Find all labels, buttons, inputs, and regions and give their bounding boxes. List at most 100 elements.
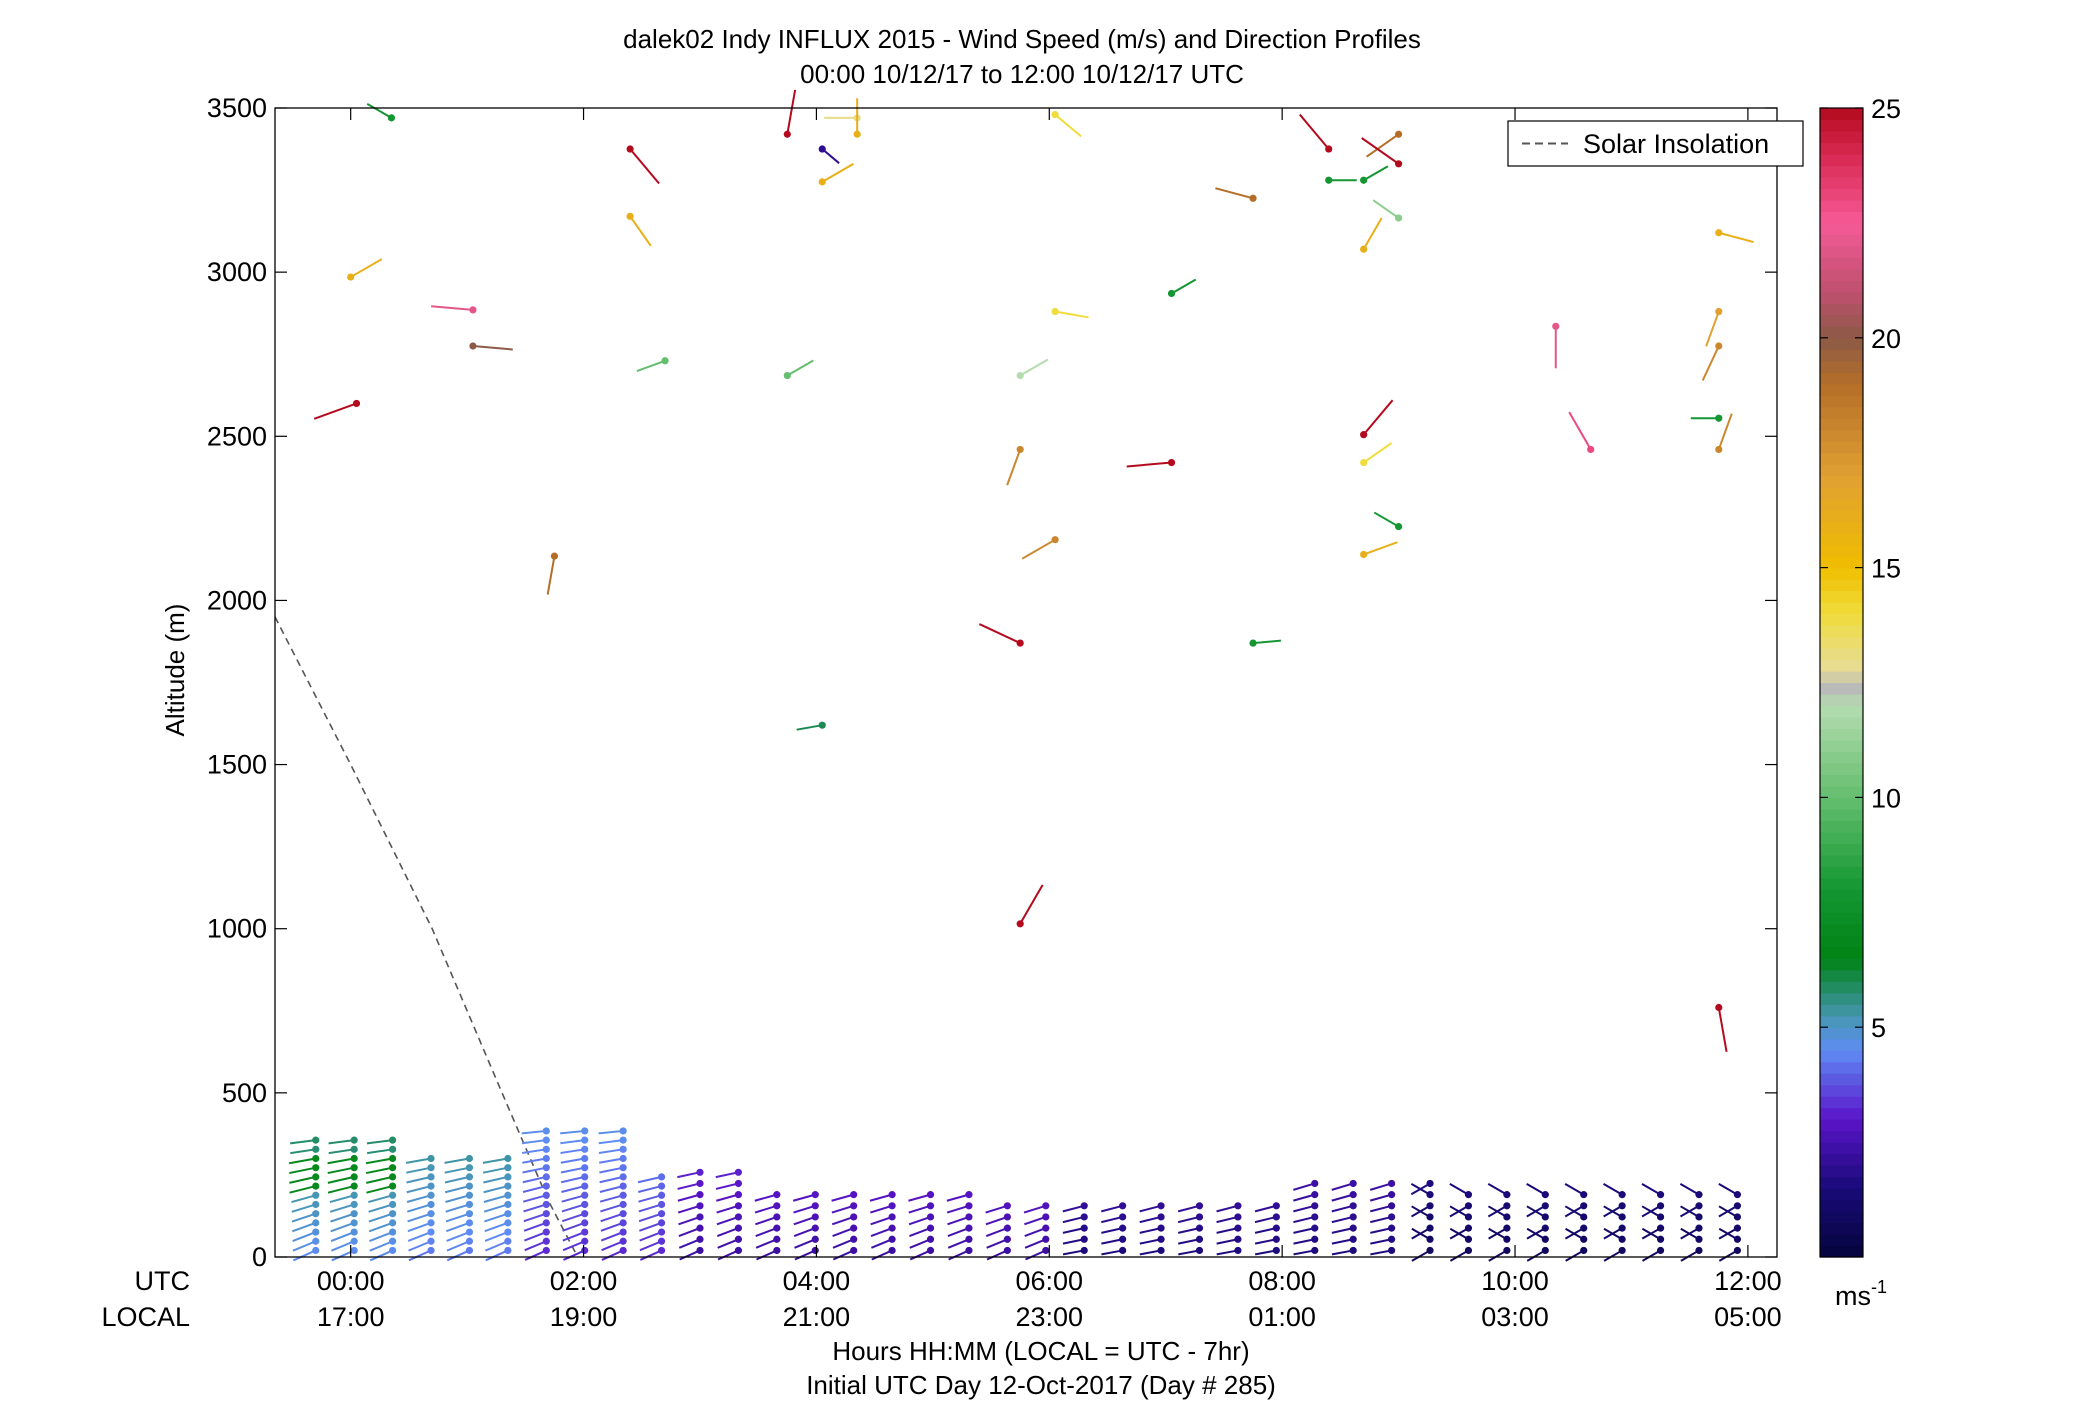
- wind-barb-dot: [1695, 1213, 1703, 1221]
- colorbar-segment: [1820, 119, 1863, 132]
- wind-barb: [1369, 1179, 1396, 1191]
- wind-barb: [1603, 1246, 1626, 1262]
- wind-barb: [1369, 1191, 1396, 1202]
- wind-barb-dot: [427, 1219, 435, 1227]
- wind-barb-dot: [581, 1164, 589, 1172]
- colorbar-segment: [1820, 1061, 1863, 1074]
- wind-barb-shaft: [639, 1231, 662, 1242]
- wind-barb: [546, 552, 559, 595]
- wind-barb-dot: [427, 1191, 435, 1199]
- wind-barb: [1101, 1213, 1127, 1224]
- wind-barb: [366, 1182, 397, 1194]
- wind-barb-dot: [1349, 1213, 1357, 1221]
- wind-barb: [1372, 199, 1403, 222]
- wind-barb: [444, 1182, 474, 1194]
- wind-barb: [1718, 1183, 1742, 1199]
- wind-barb-dot: [773, 1246, 781, 1255]
- wind-barb-dot: [626, 145, 634, 153]
- wind-barb-dot: [542, 1182, 550, 1190]
- wind-barb-shaft: [756, 1249, 778, 1261]
- wind-barb: [717, 1235, 743, 1249]
- wind-barb: [328, 1145, 358, 1155]
- wind-barb-shaft: [678, 1227, 701, 1237]
- wind-barb: [483, 1182, 512, 1194]
- wind-barb: [521, 1136, 550, 1145]
- wind-barb-dot: [1272, 1213, 1280, 1221]
- colorbar-segment: [1820, 900, 1863, 913]
- wind-barb: [1167, 278, 1197, 298]
- wind-barb-dot: [657, 1219, 666, 1227]
- wind-barb: [1062, 1202, 1088, 1213]
- wind-barb-dot: [1464, 1191, 1473, 1199]
- wind-barb-shaft: [522, 1185, 547, 1193]
- wind-barb-dot: [581, 1219, 589, 1227]
- colorbar-segment: [1820, 728, 1863, 741]
- wind-barb-shaft: [1216, 1204, 1239, 1213]
- wind-barb-dot: [850, 1235, 858, 1243]
- wind-barb-dot: [504, 1154, 512, 1163]
- colorbar-segment: [1820, 533, 1863, 546]
- wind-barb-dot: [1580, 1191, 1588, 1199]
- wind-barb-shaft: [679, 1249, 701, 1261]
- colorbar-segment: [1820, 165, 1863, 178]
- wind-barb-dot: [465, 1173, 474, 1181]
- wind-barb: [638, 1210, 666, 1223]
- colorbar-segment: [1820, 556, 1863, 569]
- y-tick-label: 500: [222, 1078, 267, 1108]
- wind-barb-dot: [1464, 1235, 1473, 1243]
- solar-insolation-line: [274, 616, 579, 1258]
- wind-barb-shaft: [1101, 1215, 1123, 1224]
- wind-barb: [1680, 1246, 1703, 1262]
- wind-barb: [909, 1246, 935, 1261]
- colorbar-segment: [1820, 337, 1863, 350]
- wind-barb-shaft: [831, 1216, 855, 1226]
- wind-barb-shaft: [598, 1139, 624, 1145]
- wind-barb-dot: [504, 1219, 512, 1227]
- wind-barb-shaft: [909, 1249, 931, 1261]
- colorbar-segment: [1820, 510, 1863, 523]
- wind-barb: [754, 1202, 781, 1214]
- wind-barb: [1705, 307, 1723, 347]
- wind-barb: [446, 1237, 474, 1252]
- wind-barb-shaft: [1216, 1227, 1239, 1234]
- wind-barb: [1293, 1191, 1319, 1202]
- wind-barb-dot: [350, 1164, 358, 1172]
- wind-barb: [909, 1224, 935, 1237]
- wind-barb: [948, 1246, 973, 1261]
- wind-barb-shaft: [289, 1175, 316, 1184]
- y-tick-label: 3500: [207, 93, 267, 123]
- wind-barb-shaft: [366, 1175, 393, 1184]
- wind-barb-shaft: [1021, 538, 1056, 560]
- wind-barb-dot: [783, 130, 791, 138]
- wind-barb-shaft: [1718, 231, 1754, 244]
- wind-barb-dot: [387, 114, 396, 122]
- wind-barb-shaft: [1331, 1215, 1354, 1224]
- wind-barb-dot: [1080, 1213, 1088, 1221]
- wind-barb-dot: [350, 1173, 358, 1181]
- wind-barb-dot: [388, 1210, 397, 1218]
- wind-barb-shaft: [600, 1231, 624, 1242]
- wind-barb-shaft: [1369, 1182, 1392, 1191]
- wind-barb: [560, 1145, 589, 1154]
- colorbar-segment: [1820, 579, 1863, 592]
- wind-barb: [483, 1200, 512, 1213]
- wind-barb-shaft: [313, 402, 357, 420]
- wind-barb-dot: [1587, 445, 1595, 454]
- wind-barb-dot: [734, 1202, 743, 1210]
- wind-barb-shaft: [1293, 1204, 1316, 1213]
- wind-barb: [1411, 1202, 1434, 1218]
- wind-barb: [1331, 1179, 1357, 1191]
- wind-barb-dot: [1695, 1235, 1703, 1243]
- wind-barb-shaft: [1062, 1215, 1085, 1224]
- wind-barb: [560, 1136, 589, 1145]
- wind-barb-dot: [1733, 1235, 1742, 1243]
- wind-barb: [626, 145, 660, 185]
- wind-barb-dot: [388, 1173, 397, 1181]
- colorbar-segment: [1820, 682, 1863, 695]
- wind-barb-dot: [465, 1200, 474, 1209]
- wind-barb: [445, 1210, 474, 1223]
- colorbar-segment: [1820, 487, 1863, 500]
- wind-barb-shaft: [330, 1231, 355, 1242]
- wind-barb: [444, 1173, 474, 1184]
- wind-barb: [1101, 1235, 1127, 1245]
